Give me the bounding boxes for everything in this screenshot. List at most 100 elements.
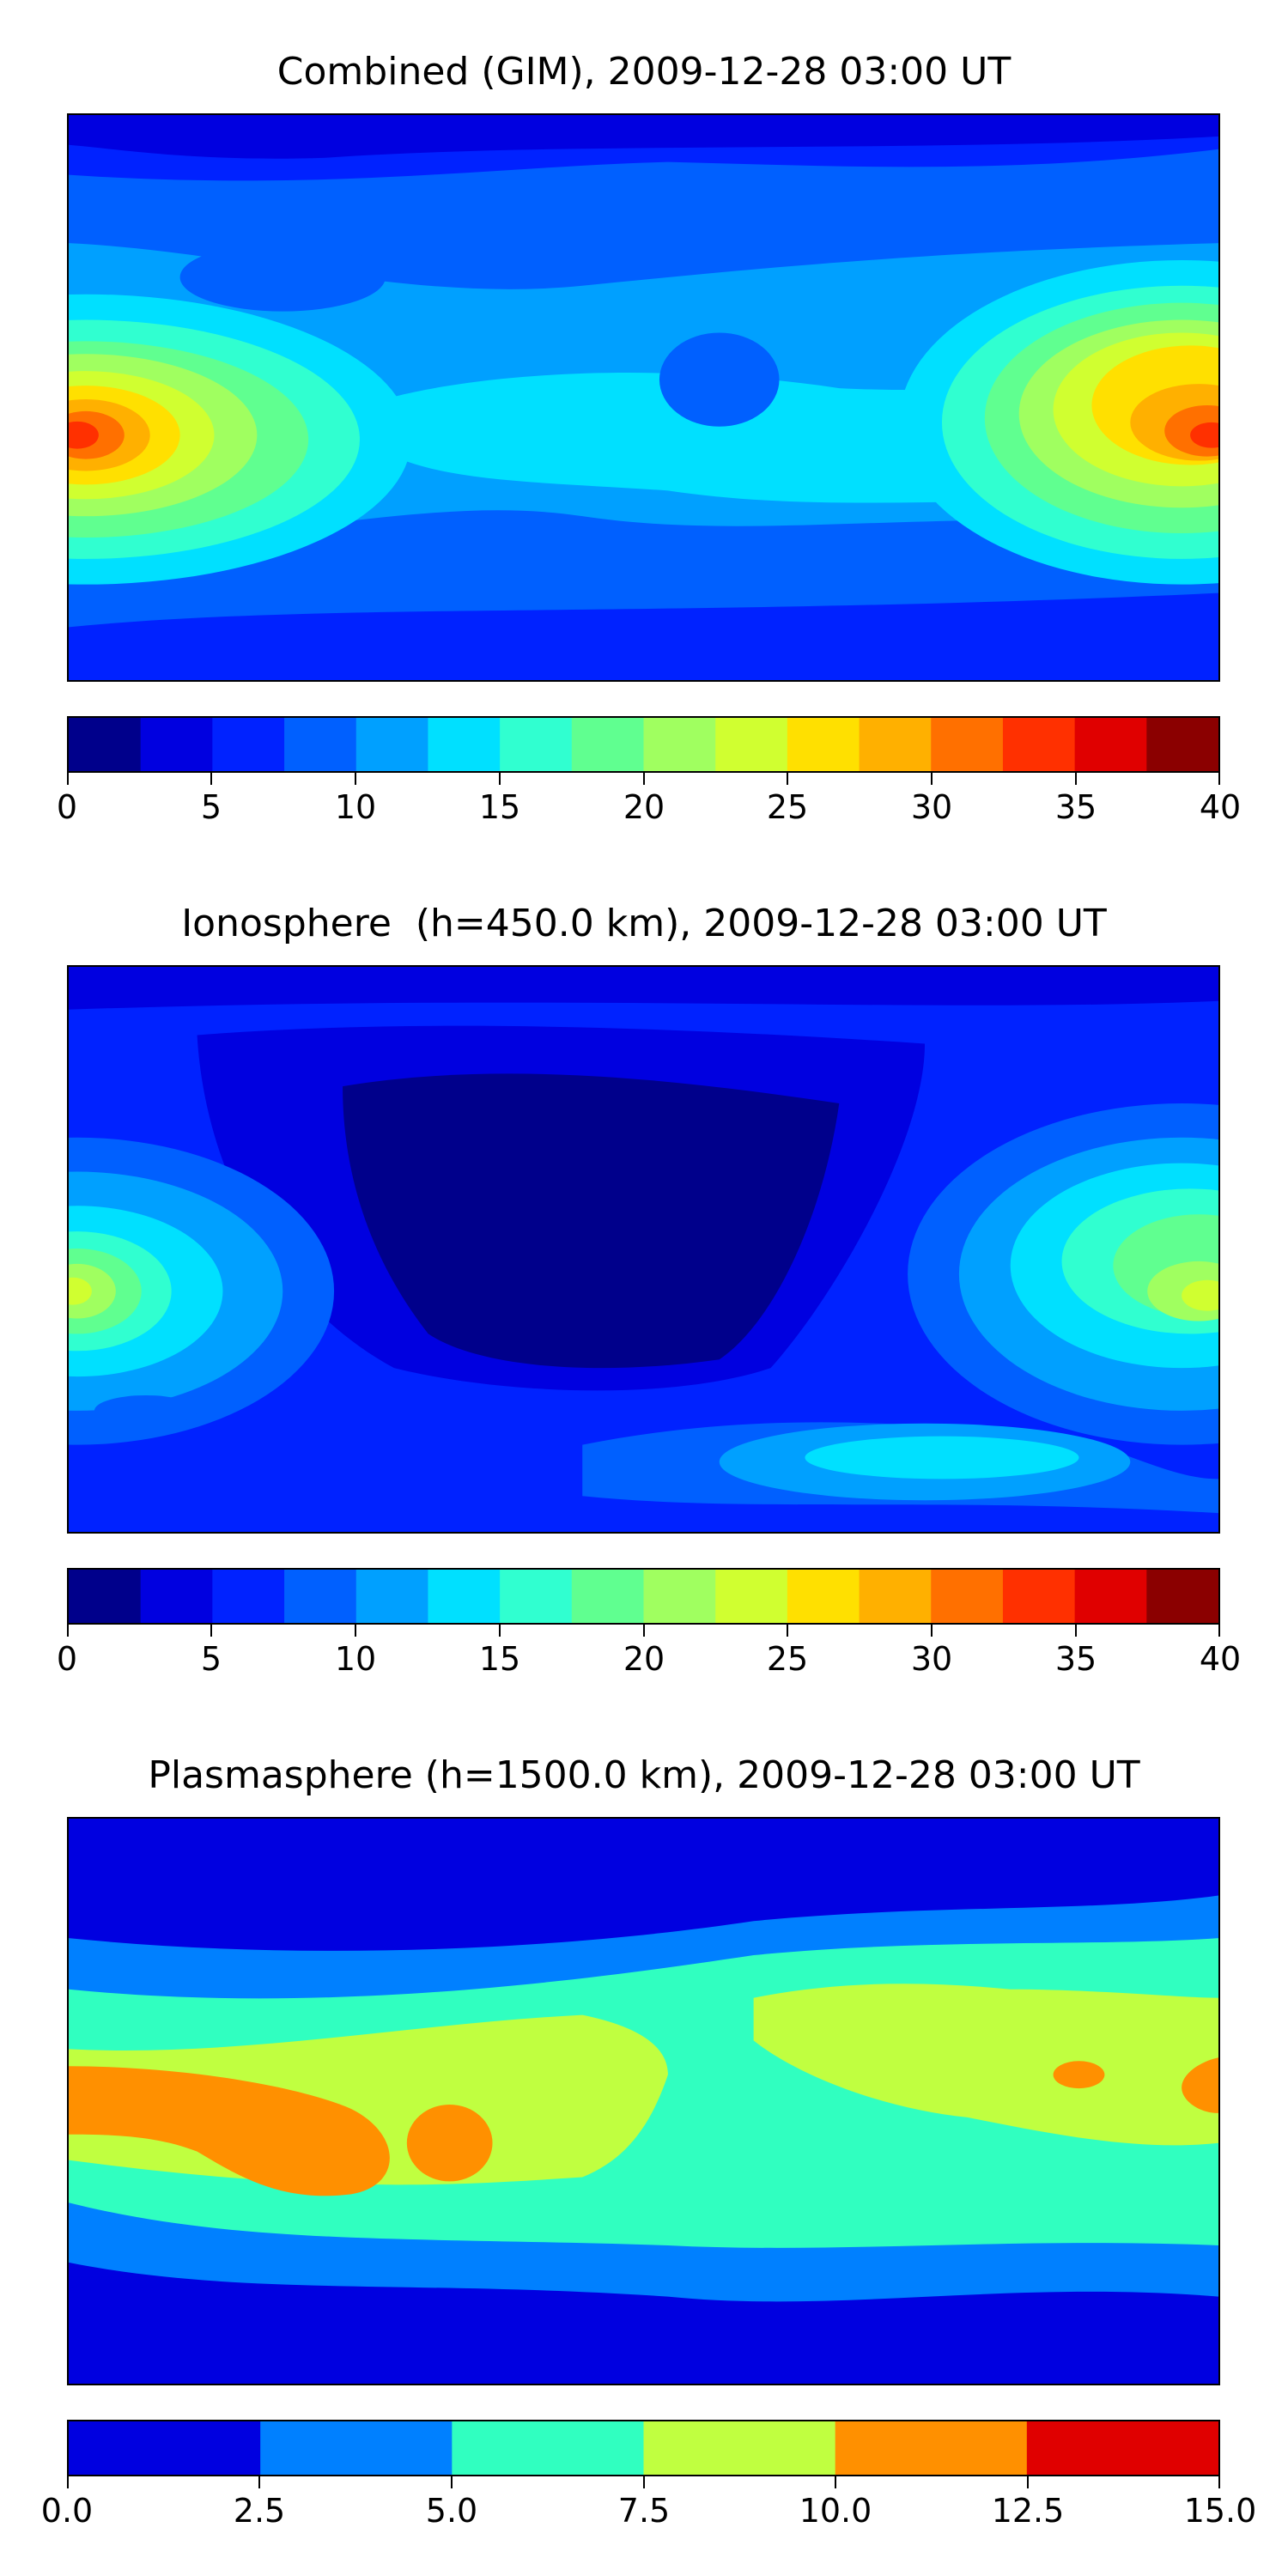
colorbar-swatch (1146, 718, 1218, 771)
ionosphere-colorbar-swatches (69, 1570, 1218, 1623)
colorbar-tick (1218, 1625, 1220, 1637)
colorbar-swatch (859, 1570, 933, 1623)
colorbar-tick-label: 7.5 (617, 2492, 671, 2530)
colorbar-tick-label: 5 (200, 1640, 222, 1678)
colorbar-tick-label: 15 (478, 1640, 521, 1678)
colorbar-swatch (69, 2421, 264, 2475)
colorbar-swatch (284, 1570, 358, 1623)
colorbar-swatch (715, 718, 789, 771)
combined-colorbar (67, 716, 1220, 773)
colorbar-swatch (212, 718, 286, 771)
colorbar-swatch (715, 1570, 789, 1623)
colorbar-swatch (284, 718, 358, 771)
colorbar-tick (499, 1625, 501, 1637)
colorbar-tick (258, 2476, 260, 2488)
colorbar-tick (931, 773, 933, 785)
colorbar-tick-label: 20 (623, 1640, 665, 1678)
colorbar-tick-label: 25 (766, 1640, 809, 1678)
colorbar-swatch (452, 2421, 647, 2475)
colorbar-tick (931, 1625, 933, 1637)
colorbar-tick-label: 0.0 (40, 2492, 94, 2530)
colorbar-tick-label: 40 (1199, 1640, 1242, 1678)
colorbar-swatch (931, 1570, 1005, 1623)
colorbar-tick-label: 30 (910, 1640, 953, 1678)
combined-title: Combined (GIM), 2009-12-28 03:00 UT (276, 50, 1012, 94)
colorbar-tick-label: 15.0 (1183, 2492, 1257, 2530)
colorbar-swatch (1002, 718, 1077, 771)
colorbar-swatch (643, 2421, 840, 2475)
colorbar-tick (67, 2476, 69, 2488)
colorbar-tick (787, 1625, 788, 1637)
colorbar-swatch (835, 2421, 1031, 2475)
colorbar-swatch (1074, 1570, 1148, 1623)
colorbar-tick (210, 773, 212, 785)
colorbar-tick (1075, 1625, 1077, 1637)
colorbar-tick-label: 10 (334, 1640, 377, 1678)
ionosphere-map (67, 965, 1220, 1534)
ionosphere-title: Ionosphere (h=450.0 km), 2009-12-28 03:0… (181, 902, 1107, 945)
colorbar-tick (499, 773, 501, 785)
colorbar-tick-label: 0 (56, 1640, 78, 1678)
colorbar-swatch (787, 718, 861, 771)
ionosphere-colorbar-ticks: 0 5 10 15 20 25 30 35 40 (57, 1625, 1241, 1678)
colorbar-swatch (428, 1570, 501, 1623)
colorbar-tick (835, 2476, 836, 2488)
colorbar-tick (1218, 2476, 1220, 2488)
colorbar-tick-label: 10.0 (799, 2492, 872, 2530)
colorbar-tick (787, 773, 788, 785)
colorbar-swatch (500, 718, 574, 771)
colorbar-swatch (1002, 1570, 1077, 1623)
colorbar-tick-label: 35 (1054, 1640, 1097, 1678)
plasmasphere-heatmap (69, 1819, 1218, 2384)
combined-map (67, 113, 1220, 682)
ionosphere-heatmap (69, 967, 1218, 1532)
colorbar-swatch (260, 2421, 456, 2475)
colorbar-tick-label: 40 (1199, 788, 1242, 826)
colorbar-tick (643, 1625, 645, 1637)
colorbar-swatch (140, 718, 215, 771)
colorbar-swatch (1026, 2421, 1218, 2475)
colorbar-swatch (428, 718, 501, 771)
colorbar-tick (451, 2476, 453, 2488)
plasmasphere-colorbar-ticks: 0.0 2.5 5.0 7.5 10.0 12.5 15.0 (41, 2476, 1256, 2530)
colorbar-tick-label: 15 (478, 788, 521, 826)
colorbar-swatch (1146, 1570, 1218, 1623)
plasmasphere-colorbar (67, 2420, 1220, 2476)
colorbar-swatch (1074, 718, 1148, 771)
colorbar-swatch (355, 1570, 430, 1623)
colorbar-tick (1027, 2476, 1029, 2488)
colorbar-swatch (69, 1570, 143, 1623)
ionosphere-colorbar (67, 1568, 1220, 1625)
plasmasphere-title: Plasmasphere (h=1500.0 km), 2009-12-28 0… (148, 1753, 1140, 1797)
colorbar-tick-label: 12.5 (991, 2492, 1065, 2530)
colorbar-tick-label: 25 (766, 788, 809, 826)
colorbar-swatch (69, 718, 143, 771)
colorbar-tick (1075, 773, 1077, 785)
colorbar-swatch (355, 718, 430, 771)
colorbar-tick-label: 2.5 (233, 2492, 286, 2530)
combined-heatmap (69, 115, 1218, 680)
plasmasphere-colorbar-swatches (69, 2421, 1218, 2475)
colorbar-tick (355, 1625, 356, 1637)
colorbar-tick (643, 773, 645, 785)
colorbar-swatch (212, 1570, 286, 1623)
colorbar-tick-label: 0 (56, 788, 78, 826)
colorbar-swatch (571, 1570, 646, 1623)
colorbar-tick-label: 30 (910, 788, 953, 826)
colorbar-swatch (931, 718, 1005, 771)
colorbar-tick (67, 773, 69, 785)
colorbar-tick-label: 20 (623, 788, 665, 826)
colorbar-swatch (643, 718, 717, 771)
plasmasphere-map (67, 1817, 1220, 2385)
colorbar-tick-label: 5 (200, 788, 222, 826)
colorbar-tick (67, 1625, 69, 1637)
colorbar-tick-label: 10 (334, 788, 377, 826)
colorbar-swatch (787, 1570, 861, 1623)
colorbar-tick-label: 5.0 (425, 2492, 478, 2530)
colorbar-tick-label: 35 (1054, 788, 1097, 826)
combined-colorbar-ticks: 0 5 10 15 20 25 30 35 40 (57, 773, 1241, 826)
colorbar-swatch (643, 1570, 717, 1623)
colorbar-swatch (571, 718, 646, 771)
combined-colorbar-swatches (69, 718, 1218, 771)
colorbar-tick (355, 773, 356, 785)
